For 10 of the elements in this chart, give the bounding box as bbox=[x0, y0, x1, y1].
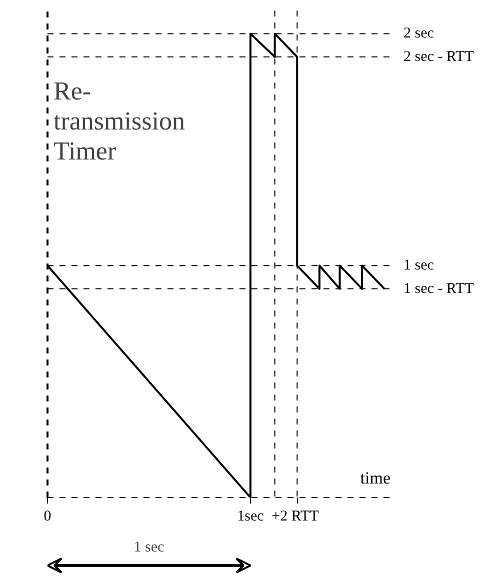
x-axis-title: time bbox=[360, 468, 391, 488]
x-tick-label: 1sec bbox=[237, 508, 264, 524]
ref-line-label: +2 RTT bbox=[272, 508, 319, 524]
y-tick-label: 2 sec - RTT bbox=[404, 48, 474, 65]
y-axis-title: Re- transmission Timer bbox=[54, 76, 185, 166]
y-tick-label: 1 sec bbox=[404, 258, 434, 274]
y-tick-label: 2 sec bbox=[404, 26, 434, 42]
text: 1 sec bbox=[134, 540, 165, 556]
y-tick-label: 1 sec - RTT bbox=[404, 280, 474, 297]
x-tick-label: 0 bbox=[44, 508, 52, 524]
